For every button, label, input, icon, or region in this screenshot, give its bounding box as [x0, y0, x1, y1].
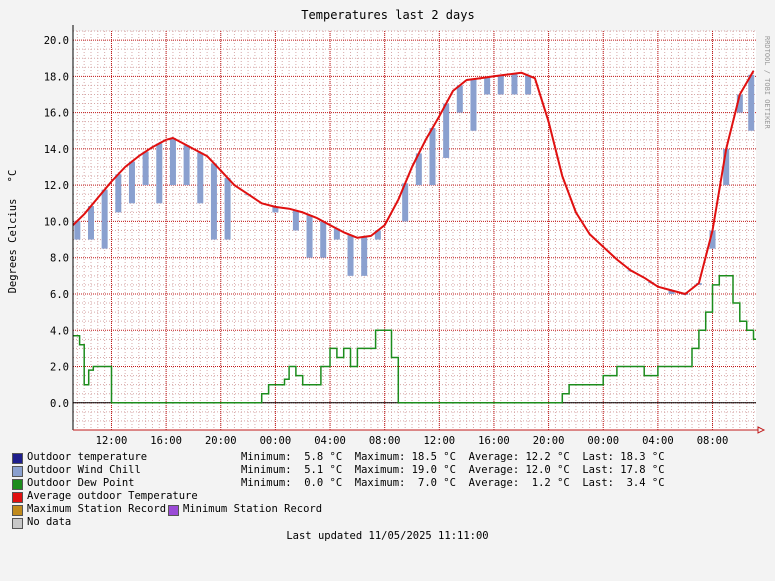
wind-chill-bar — [224, 177, 231, 240]
x-tick-label: 16:00 — [150, 435, 182, 447]
legend-label-min-record: Minimum Station Record — [183, 503, 323, 515]
wind-chill-bar — [415, 153, 422, 186]
wind-chill-bar — [374, 230, 381, 240]
y-tick-label: 0.0 — [50, 398, 69, 410]
wind-chill-bar — [429, 128, 436, 186]
legend-row-average: Average outdoor Temperature — [12, 490, 198, 503]
legend-row-wind-chill: Outdoor Wind Chill Minimum: 5.1 °C Maxim… — [12, 464, 665, 477]
wind-chill-bar — [74, 220, 81, 240]
wind-chill-series — [74, 73, 755, 295]
stats-temperature: Minimum: 5.8 °C Maximum: 18.5 °C Average… — [241, 451, 665, 463]
wind-chill-bar — [361, 236, 368, 276]
legend-row-no-data: No data — [12, 516, 71, 529]
last-updated: Last updated 11/05/2025 11:11:00 — [286, 530, 489, 542]
x-tick-label: 00:00 — [260, 435, 292, 447]
wind-chill-bar — [333, 228, 340, 240]
average-temperature-series — [72, 70, 755, 295]
x-tick-label: 20:00 — [533, 435, 565, 447]
wind-chill-bar — [443, 103, 450, 158]
wind-chill-bar — [142, 151, 149, 186]
wind-chill-bar — [723, 148, 730, 186]
wind-chill-bar — [306, 215, 313, 258]
legend-swatch-wind-chill — [12, 466, 23, 477]
wind-chill-bar — [210, 163, 217, 240]
legend-swatch-min-record — [168, 505, 179, 516]
x-tick-label: 08:00 — [369, 435, 401, 447]
x-tick-label: 04:00 — [642, 435, 674, 447]
dew-point-line — [73, 275, 756, 404]
x-tick-label: 00:00 — [587, 435, 619, 447]
wind-chill-bar — [87, 206, 94, 240]
watermark: RRDTOOL / TOBI OETIKER — [763, 36, 771, 130]
y-axis-unit: °C — [7, 170, 19, 183]
wind-chill-bar — [292, 210, 299, 231]
wind-chill-bar — [320, 221, 327, 258]
legend-label-wind-chill: Outdoor Wind Chill — [27, 464, 141, 476]
wind-chill-bar — [115, 174, 122, 213]
y-tick-label: 2.0 — [50, 362, 69, 374]
wind-chill-bar — [156, 143, 163, 204]
y-tick-label: 4.0 — [50, 325, 69, 337]
y-tick-label: 18.0 — [44, 71, 69, 83]
wind-chill-bar — [169, 138, 176, 186]
y-axis-label: Degrees Celcius — [7, 199, 19, 294]
x-tick-label: 20:00 — [205, 435, 237, 447]
wind-chill-bar — [668, 290, 675, 294]
y-tick-label: 12.0 — [44, 180, 69, 192]
x-axis-arrow — [757, 426, 766, 434]
legend-row-dew-point: Outdoor Dew Point Minimum: 0.0 °C Maximu… — [12, 477, 665, 490]
y-tick-label: 14.0 — [44, 144, 69, 156]
stats-dew-point: Minimum: 0.0 °C Maximum: 7.0 °C Average:… — [241, 477, 665, 489]
wind-chill-bar — [709, 230, 716, 249]
wind-chill-bar — [347, 235, 354, 276]
wind-chill-bar — [101, 189, 108, 249]
y-tick-label: 6.0 — [50, 289, 69, 301]
wind-chill-bar — [470, 79, 477, 131]
legend-swatch-max-record — [12, 505, 23, 516]
legend-label-dew-point: Outdoor Dew Point — [27, 477, 135, 489]
dew-point-series — [73, 275, 756, 404]
legend-swatch-no-data — [12, 518, 23, 529]
legend-swatch-average — [12, 492, 23, 503]
wind-chill-bar — [497, 75, 504, 95]
wind-chill-bar — [736, 94, 743, 113]
legend-swatch-temperature — [12, 453, 23, 464]
wind-chill-bar — [402, 183, 409, 222]
legend-label-average: Average outdoor Temperature — [27, 490, 198, 502]
y-tick-label: 20.0 — [44, 35, 69, 47]
x-tick-label: 04:00 — [314, 435, 346, 447]
axes — [72, 25, 758, 431]
y-tick-labels: 0.0 2.0 4.0 6.0 8.0 10.0 12.0 14.0 16.0 18.0 20.0 — [44, 35, 69, 410]
legend-row-records: Maximum Station Record Minimum Station R… — [12, 503, 322, 516]
wind-chill-bar — [456, 85, 463, 113]
y-tick-label: 10.0 — [44, 216, 69, 228]
average-temperature-line — [72, 70, 755, 295]
legend-row-temperature: Outdoor temperature Minimum: 5.8 °C Maxi… — [12, 451, 665, 464]
wind-chill-bar — [197, 152, 204, 204]
wind-chill-bar — [183, 145, 190, 186]
stats-wind-chill: Minimum: 5.1 °C Maximum: 19.0 °C Average… — [241, 464, 665, 476]
wind-chill-bar — [128, 161, 135, 204]
y-tick-label: 8.0 — [50, 253, 69, 265]
wind-chill-bar — [748, 74, 755, 131]
y-tick-label: 16.0 — [44, 108, 69, 120]
legend-label-no-data: No data — [27, 516, 72, 528]
wind-chill-bar — [272, 206, 279, 213]
x-tick-label: 12:00 — [96, 435, 128, 447]
legend-label-max-record: Maximum Station Record — [27, 503, 167, 515]
wind-chill-bar — [484, 77, 491, 95]
wind-chill-bar — [511, 73, 518, 95]
legend-label-temperature: Outdoor temperature — [27, 451, 148, 463]
temperature-chart: 0.02.04.06.08.010.012.014.016.018.020.0 … — [7, 8, 771, 447]
legend: Outdoor temperature Minimum: 5.8 °C Maxi… — [12, 451, 665, 529]
chart-title: Temperatures last 2 days — [301, 8, 474, 22]
x-tick-labels: 12:00 16:00 20:00 00:00 04:00 08:00 12:00 16:00… — [96, 435, 729, 447]
x-tick-label: 12:00 — [424, 435, 456, 447]
x-tick-label: 16:00 — [478, 435, 510, 447]
legend-swatch-dew-point — [12, 479, 23, 490]
wind-chill-bar — [525, 75, 532, 95]
x-tick-label: 08:00 — [697, 435, 729, 447]
